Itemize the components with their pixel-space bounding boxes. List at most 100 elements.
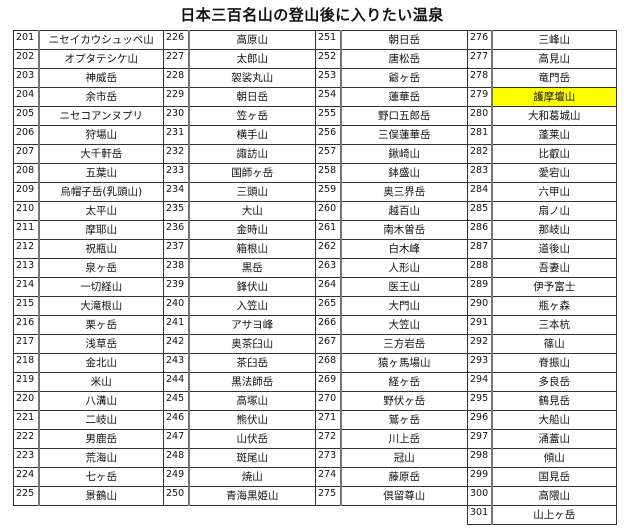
mountain-name: 六甲山 [491, 182, 617, 202]
mountain-number: 227 [163, 49, 190, 69]
mountain-name: 伊予富士 [491, 277, 617, 297]
table-row: 208 五葉山 233 国師ヶ岳 258 鉢盛山 283 愛宕山 [13, 163, 617, 183]
mountain-number: 261 [315, 220, 342, 240]
mountain-name: 人形山 [340, 258, 468, 278]
mountain-number: 267 [315, 334, 342, 354]
mountain-number: 229 [163, 87, 190, 107]
mountain-name: 朝日岳 [340, 30, 468, 50]
mountain-number: 219 [13, 372, 40, 392]
mountain-number: 258 [315, 163, 342, 183]
mountain-name: 医王山 [340, 277, 468, 297]
mountain-number: 213 [13, 258, 40, 278]
mountain-number: 248 [163, 448, 190, 468]
mountain-name: 鉢盛山 [340, 163, 468, 183]
mountain-number: 274 [315, 467, 342, 487]
mountain-number: 211 [13, 220, 40, 240]
mountain-number: 239 [163, 277, 190, 297]
mountain-number: 284 [467, 182, 493, 202]
mountain-number: 251 [315, 30, 342, 50]
mountain-number: 246 [163, 410, 190, 430]
mountain-name: 大滝根山 [38, 296, 164, 316]
mountain-number: 253 [315, 68, 342, 88]
mountain-name: 多良岳 [491, 372, 617, 392]
mountain-name: 吾妻山 [491, 258, 617, 278]
mountain-table: 201 ニセイカウシュッペ山 226 高原山 251 朝日岳 276 三峰山 202 オプタテシケ… [13, 30, 617, 525]
mountain-name: 烏帽子岳(乳頭山) [38, 182, 164, 202]
table-row: 213 泉ヶ岳 238 黒岳 263 人形山 288 吾妻山 [13, 258, 617, 278]
table-row: 207 大千軒岳 232 諏訪山 257 鍬崎山 282 比叡山 [13, 144, 617, 164]
mountain-number: 259 [315, 182, 342, 202]
table-row: 201 ニセイカウシュッペ山 226 高原山 251 朝日岳 276 三峰山 [13, 30, 617, 50]
mountain-name: 奥三界岳 [340, 182, 468, 202]
mountain-name: 三本杭 [491, 315, 617, 335]
table-row: 215 大滝根山 240 入笠山 265 大門山 290 瓶ヶ森 [13, 296, 617, 316]
mountain-number: 201 [13, 30, 40, 50]
mountain-number: 275 [315, 486, 342, 506]
table-row: 212 祝瓶山 237 箱根山 262 白木峰 287 道後山 [13, 239, 617, 259]
mountain-name: 那岐山 [491, 220, 617, 240]
table-row: 219 米山 244 黒法師岳 269 経ヶ岳 294 多良岳 [13, 372, 617, 392]
mountain-number: 273 [315, 448, 342, 468]
mountain-name: 三俣蓮華岳 [340, 125, 468, 145]
table-row: 203 神威岳 228 袈裟丸山 253 爺ヶ岳 278 竜門岳 [13, 68, 617, 88]
mountain-number: 272 [315, 429, 342, 449]
mountain-number: 208 [13, 163, 40, 183]
mountain-number: 263 [315, 258, 342, 278]
table-row: 204 余市岳 229 朝日岳 254 蓮華岳 279 護摩壇山 [13, 87, 617, 107]
mountain-name: 一切経山 [38, 277, 164, 297]
mountain-name: 二岐山 [38, 410, 164, 430]
mountain-number: 210 [13, 201, 40, 221]
mountain-number: 244 [163, 372, 190, 392]
mountain-name: 浅草岳 [38, 334, 164, 354]
mountain-number: 285 [467, 201, 493, 221]
mountain-name: 冠山 [340, 448, 468, 468]
mountain-name: 越百山 [340, 201, 468, 221]
mountain-number: 231 [163, 125, 190, 145]
mountain-number: 282 [467, 144, 493, 164]
mountain-number: 228 [163, 68, 190, 88]
mountain-name: 扇ノ山 [491, 201, 617, 221]
empty-cell [316, 506, 341, 525]
mountain-number: 217 [13, 334, 40, 354]
mountain-number: 281 [467, 125, 493, 145]
mountain-name: 栗ヶ岳 [38, 315, 164, 335]
mountain-number: 236 [163, 220, 190, 240]
mountain-number: 265 [315, 296, 342, 316]
table-row: 225 景鶴山 250 青海黒姫山 275 倶留尊山 300 高隈山 [13, 486, 617, 506]
mountain-name: 篠山 [491, 334, 617, 354]
mountain-name: 高塚山 [188, 391, 316, 411]
mountain-number: 247 [163, 429, 190, 449]
mountain-name: 黒岳 [188, 258, 316, 278]
table-row: 210 太平山 235 大山 260 越百山 285 扇ノ山 [13, 201, 617, 221]
table-row: 209 烏帽子岳(乳頭山) 234 三頭山 259 奥三界岳 284 六甲山 [13, 182, 617, 202]
mountain-name: 護摩壇山 [491, 87, 617, 107]
mountain-name: 山伏岳 [188, 429, 316, 449]
table-row: 217 浅草岳 242 奥茶臼山 267 三方岩岳 292 篠山 [13, 334, 617, 354]
mountain-name: 唐松岳 [340, 49, 468, 69]
mountain-name: 奥茶臼山 [188, 334, 316, 354]
empty-cell [189, 506, 316, 525]
mountain-number: 256 [315, 125, 342, 145]
mountain-number: 234 [163, 182, 190, 202]
mountain-name: 袈裟丸山 [188, 68, 316, 88]
mountain-number: 290 [467, 296, 493, 316]
mountain-name: 鍬崎山 [340, 144, 468, 164]
table-row: 218 金北山 243 茶臼岳 268 猿ヶ馬場山 293 脊振山 [13, 353, 617, 373]
mountain-number: 204 [13, 87, 40, 107]
mountain-number: 269 [315, 372, 342, 392]
mountain-name: 横手山 [188, 125, 316, 145]
mountain-number: 288 [467, 258, 493, 278]
mountain-name: 爺ヶ岳 [340, 68, 468, 88]
mountain-number: 220 [13, 391, 40, 411]
mountain-name: 斑尾山 [188, 448, 316, 468]
mountain-name: 熊伏山 [188, 410, 316, 430]
mountain-number: 296 [467, 410, 493, 430]
mountain-number: 300 [467, 486, 493, 506]
mountain-name: 太平山 [38, 201, 164, 221]
mountain-number: 260 [315, 201, 342, 221]
mountain-number: 291 [467, 315, 493, 335]
mountain-name: 八溝山 [38, 391, 164, 411]
mountain-number: 252 [315, 49, 342, 69]
mountain-name: 摩耶山 [38, 220, 164, 240]
mountain-name: 狩場山 [38, 125, 164, 145]
